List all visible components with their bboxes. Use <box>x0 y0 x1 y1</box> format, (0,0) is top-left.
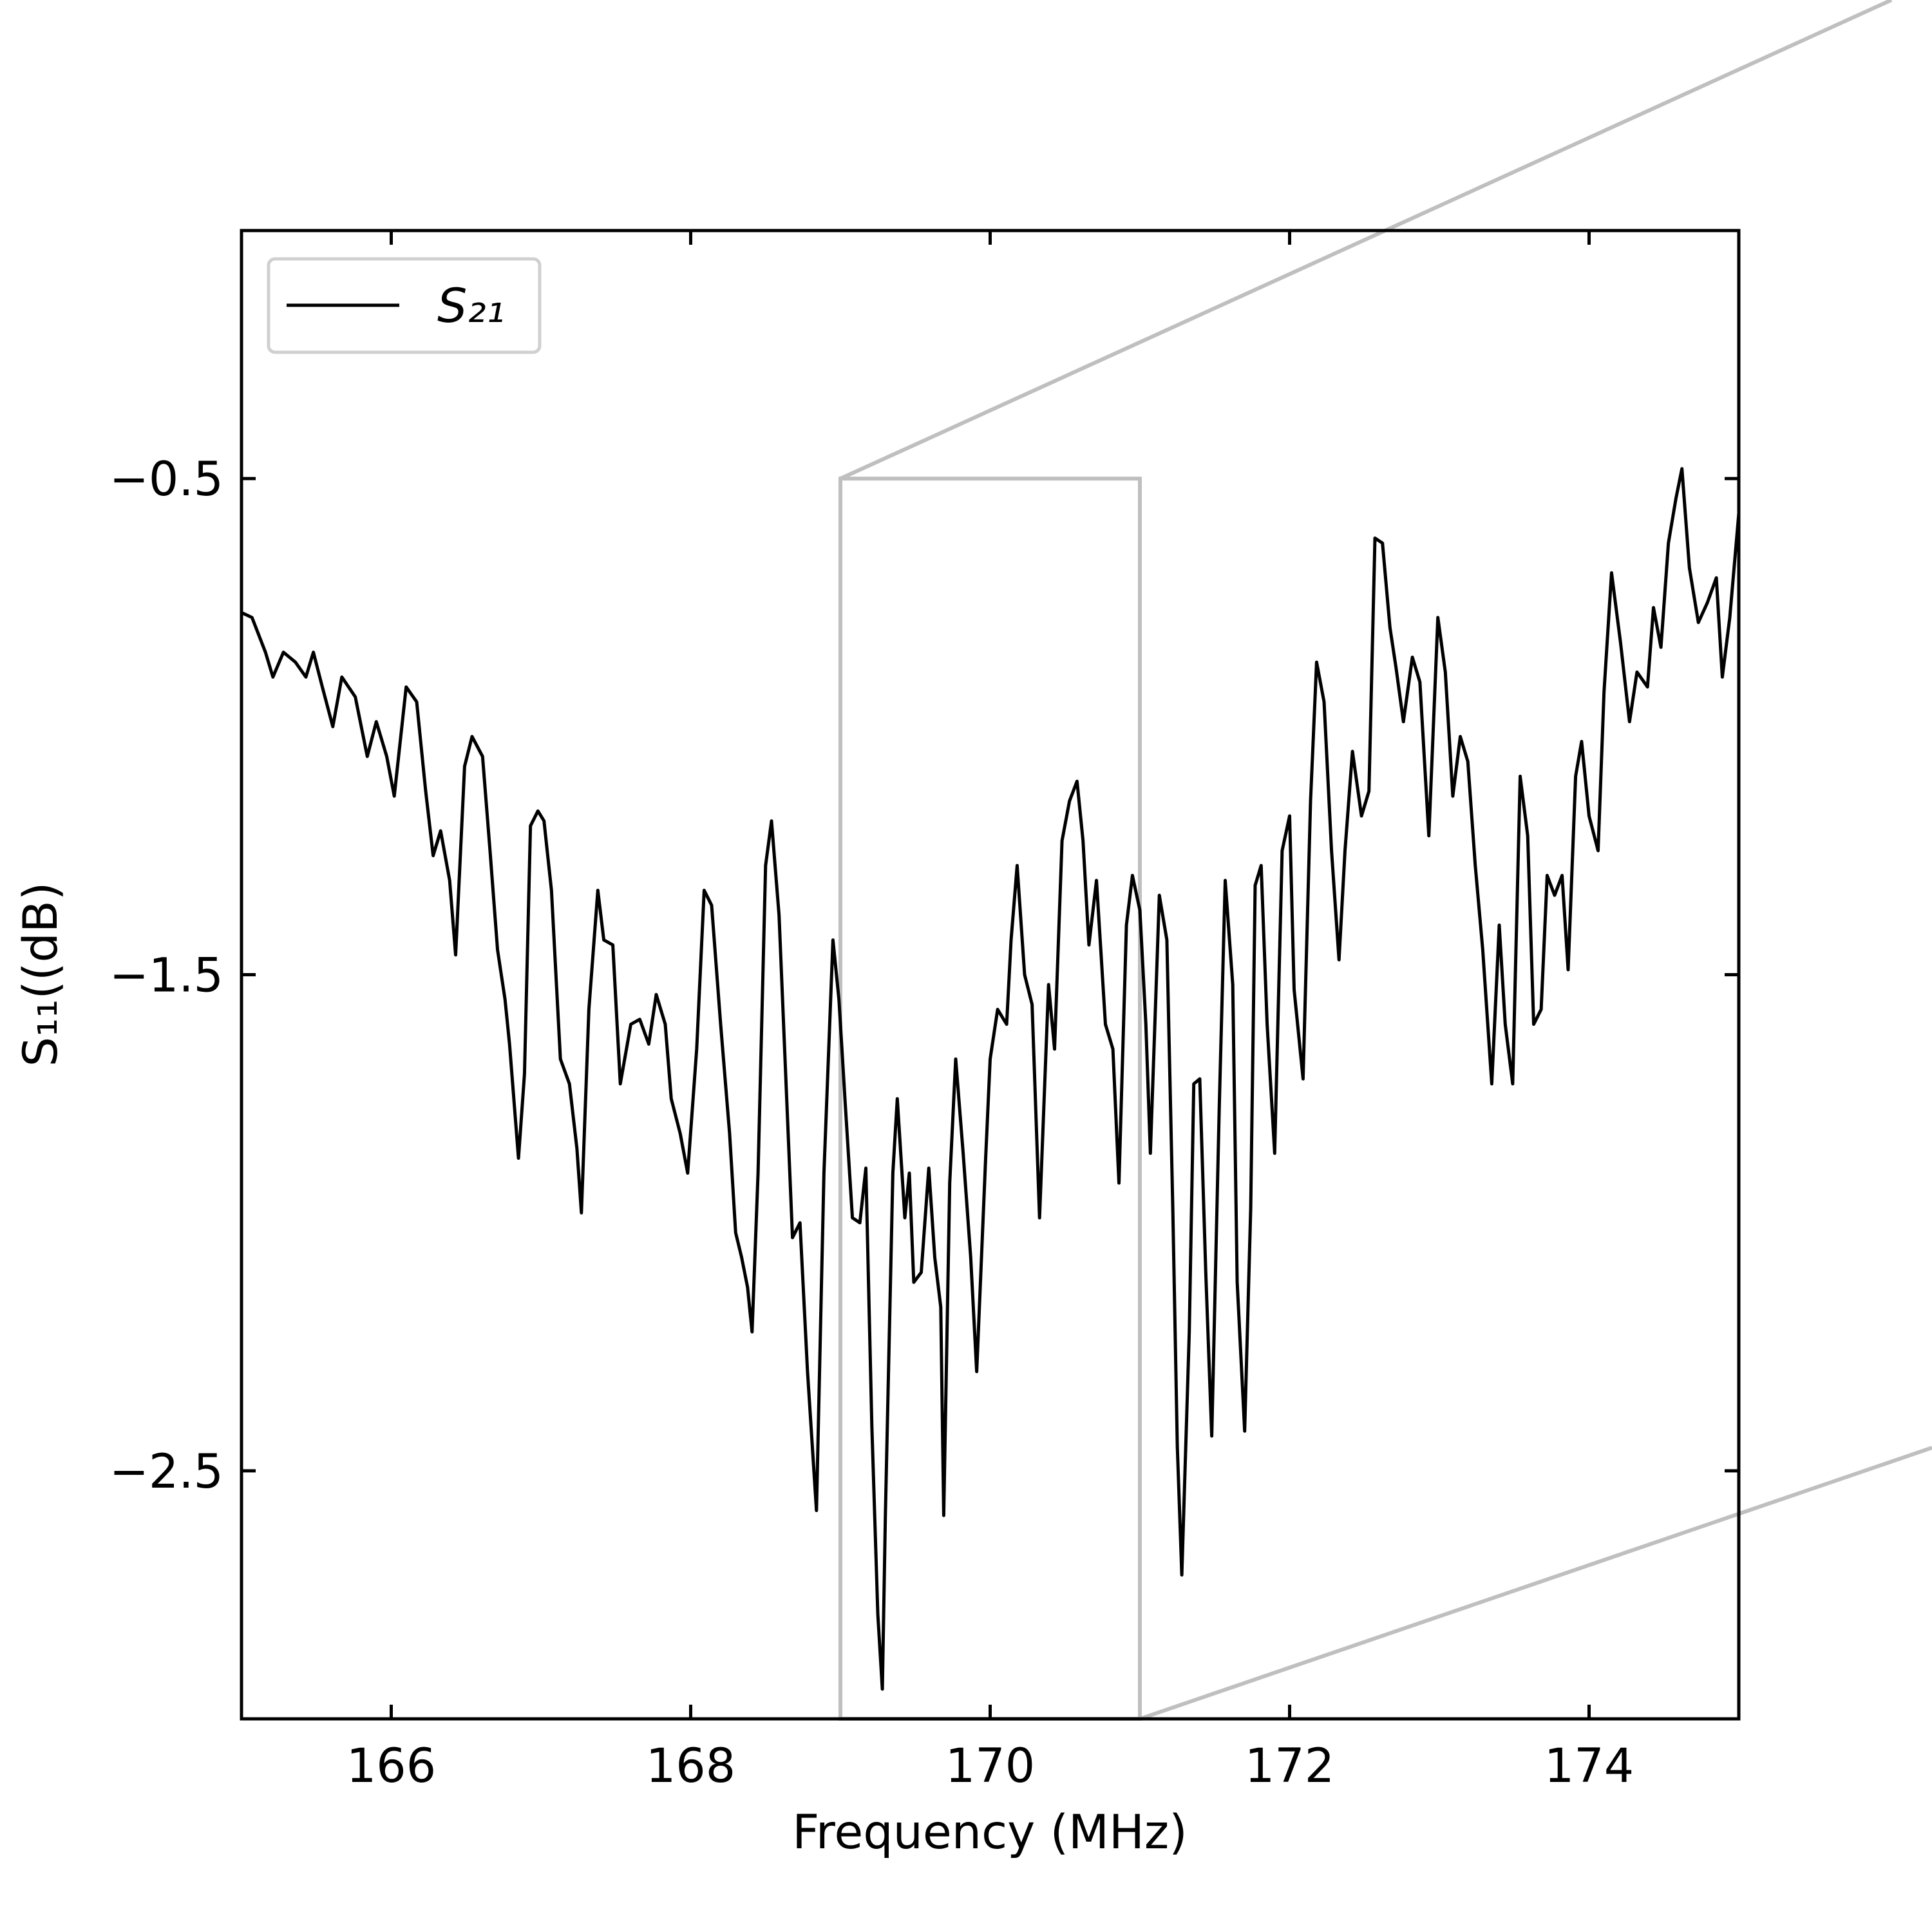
data-line <box>240 467 1741 1691</box>
legend-label: S₂₁ <box>437 279 505 334</box>
x-tick-label: 172 <box>1245 1739 1334 1794</box>
x-tick-label: 166 <box>346 1739 436 1794</box>
y-tick-label: −2.5 <box>109 1444 223 1499</box>
x-axis-label: Frequency (MHz) <box>792 1805 1187 1860</box>
y-tick-label: −1.5 <box>109 949 223 1003</box>
y-tick-label: −0.5 <box>109 452 223 507</box>
zoom-connector <box>1139 1446 1932 1721</box>
x-tick-label: 174 <box>1544 1739 1634 1794</box>
plot-frame <box>240 229 1741 1721</box>
y-axis-label: S₁₁((dB) <box>14 882 68 1067</box>
x-tick-label: 170 <box>945 1739 1035 1794</box>
zoom-connector <box>839 0 1893 480</box>
legend-box <box>267 257 542 354</box>
x-tick-label: 168 <box>646 1739 735 1794</box>
